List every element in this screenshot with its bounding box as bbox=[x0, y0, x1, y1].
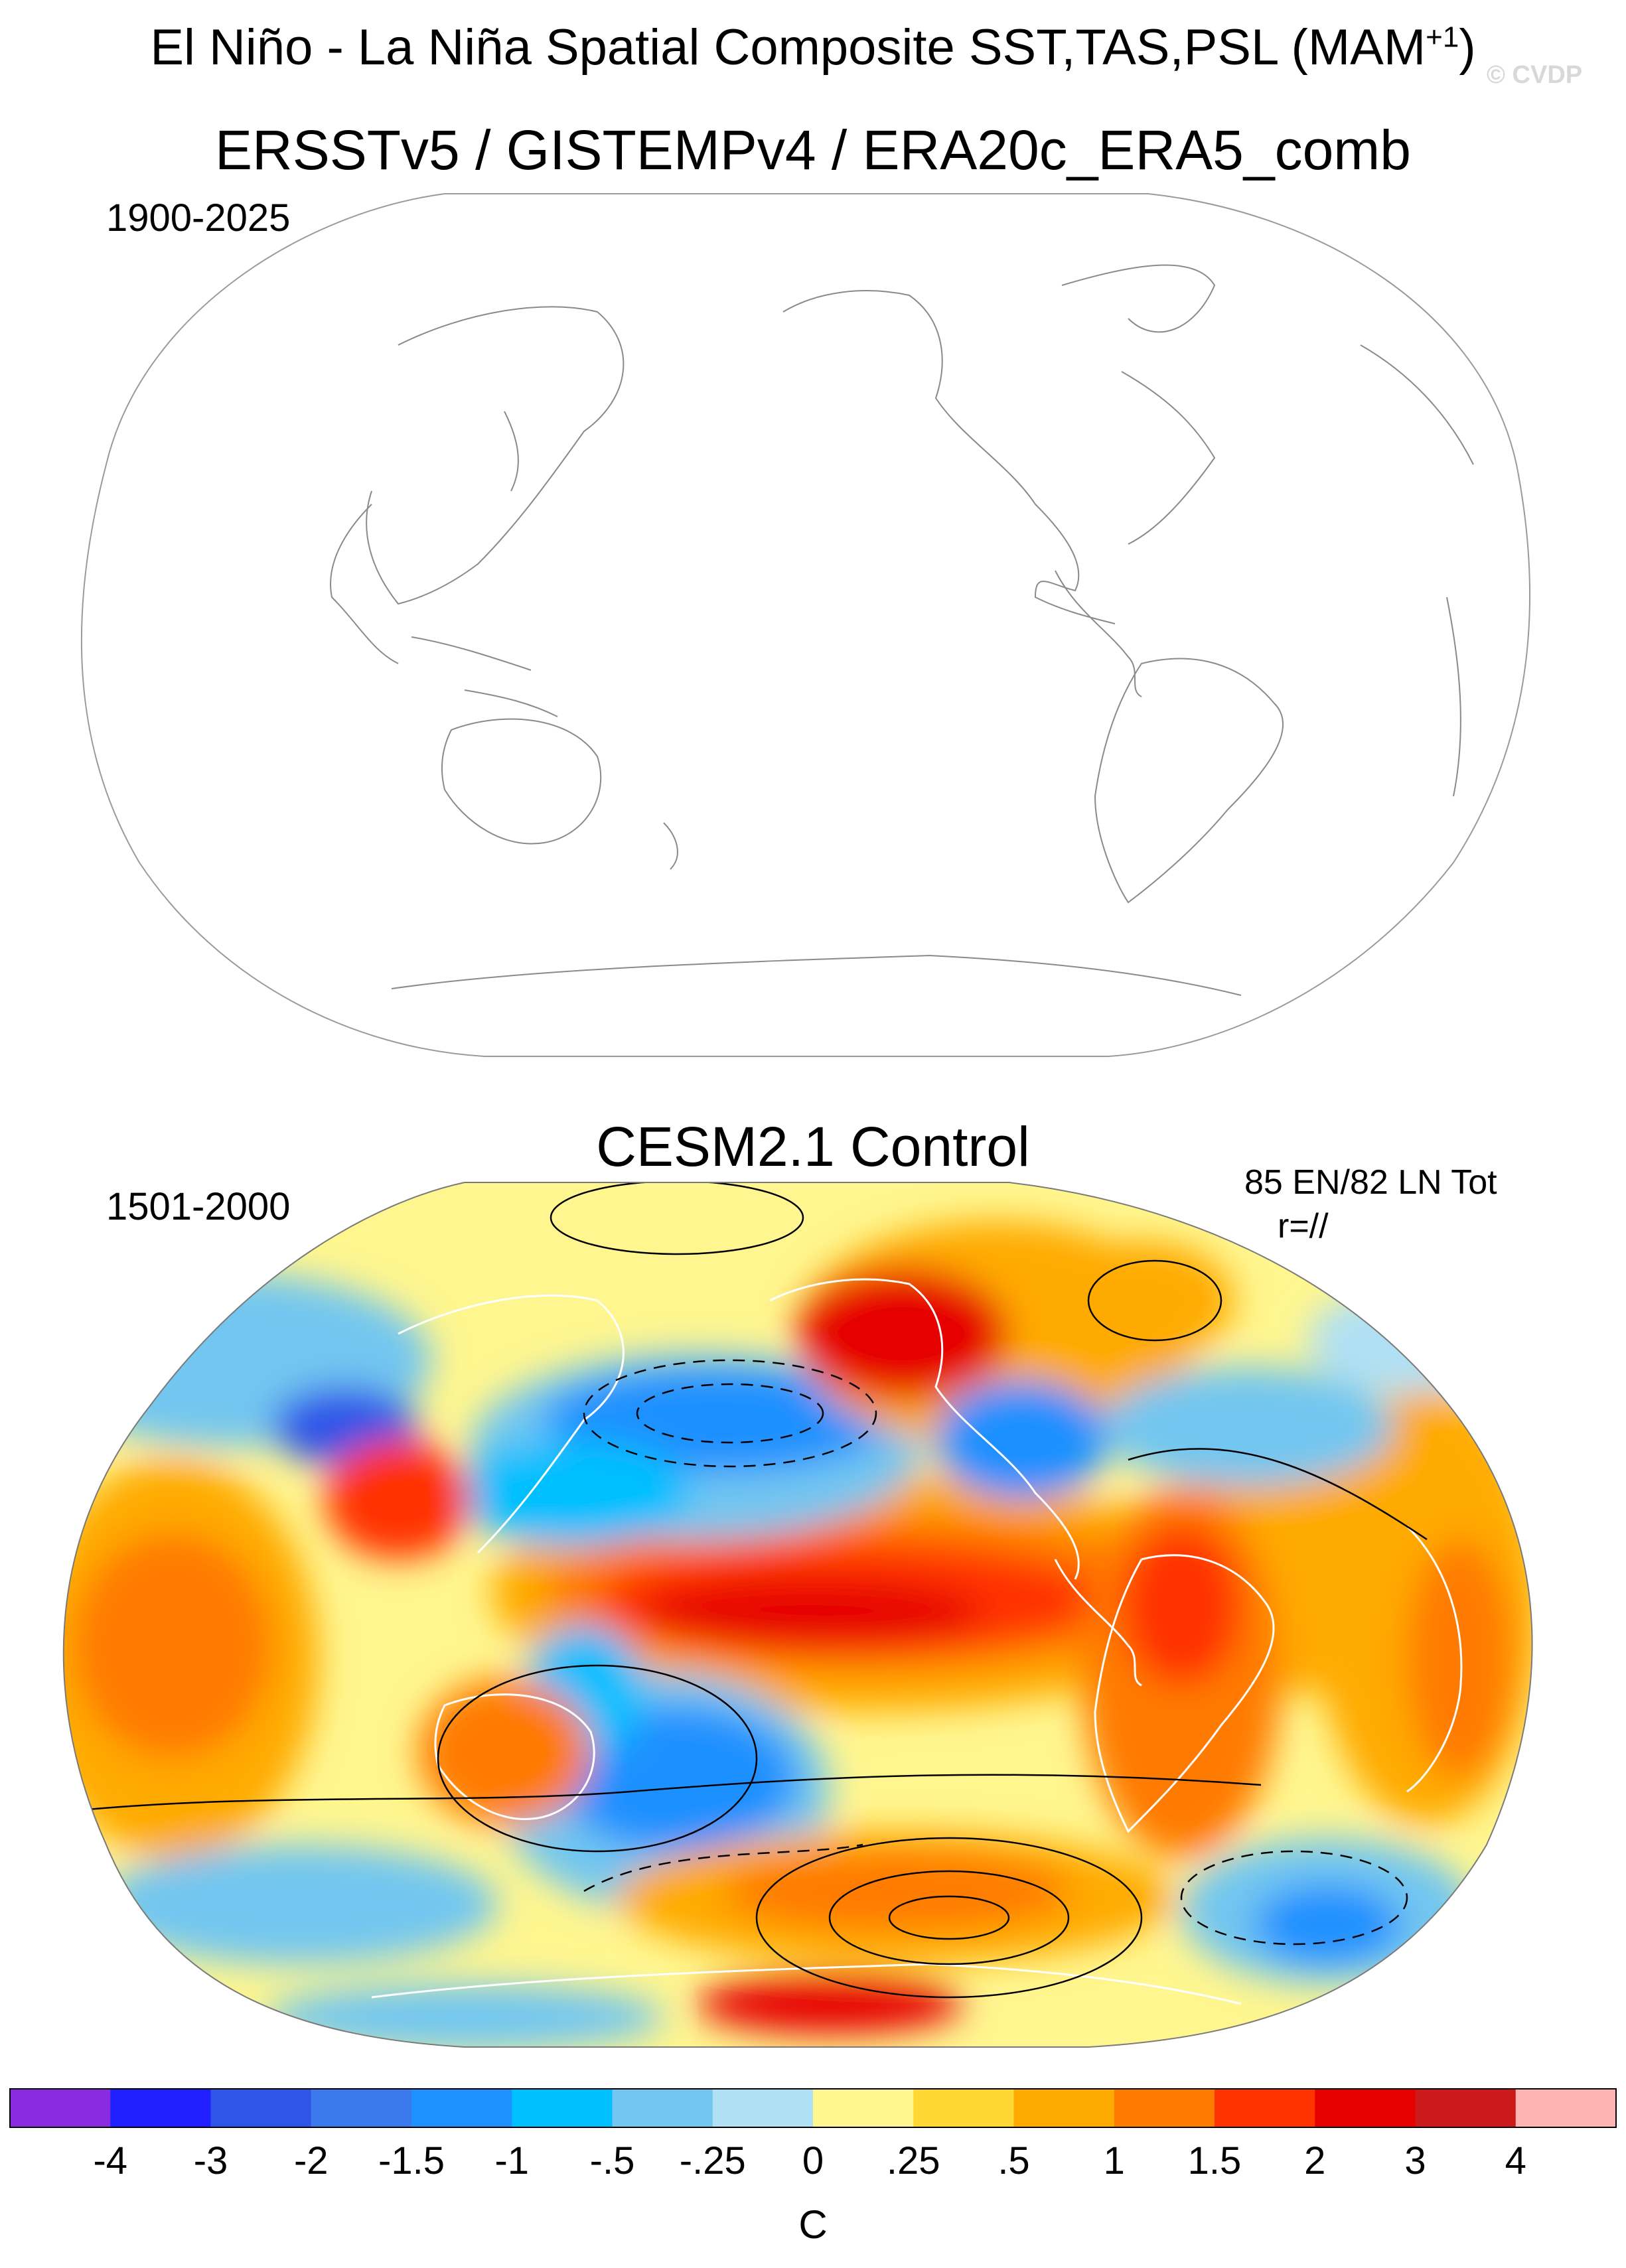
coast-japan bbox=[504, 411, 519, 492]
region-antarctic-cool bbox=[265, 1984, 664, 2047]
colorbar-box bbox=[712, 2089, 814, 2127]
colorbar-box bbox=[210, 2089, 312, 2127]
colorbar-tick-label: -1.5 bbox=[378, 2139, 445, 2182]
contour-pos bbox=[1087, 1259, 1222, 1342]
event-count: 85 EN/82 LN Tot bbox=[1244, 1163, 1497, 1202]
colorbar-box bbox=[1515, 2089, 1617, 2127]
coast-europe-edge bbox=[1360, 344, 1474, 465]
coast-eastern-na bbox=[1121, 371, 1216, 545]
coast-maritime bbox=[411, 636, 558, 717]
contour-neg-dashed bbox=[583, 1843, 863, 1892]
contour-pos bbox=[437, 1664, 758, 1853]
panel-top-period: 1900-2025 bbox=[106, 196, 291, 240]
coast-greenland bbox=[1061, 264, 1216, 333]
region-africa-warm-inner bbox=[1407, 1539, 1513, 1778]
region-n-pacific-cold bbox=[544, 1367, 889, 1473]
contour-neg-dashed bbox=[583, 1359, 877, 1468]
region-se-asia-warm bbox=[325, 1440, 471, 1559]
colorbar-unit: C bbox=[798, 2202, 828, 2247]
pattern-correlation: r=// bbox=[1278, 1207, 1329, 1245]
colorbar-tick-label: 3 bbox=[1404, 2139, 1426, 2182]
coast-asia bbox=[366, 306, 625, 605]
colorbar-tick-label: 4 bbox=[1505, 2139, 1526, 2182]
colorbar-box bbox=[612, 2089, 713, 2127]
contour-pos bbox=[66, 1774, 1262, 1813]
contour-pos bbox=[755, 1837, 1143, 1999]
colorbar-tick-label: -4 bbox=[93, 2139, 127, 2182]
region-amazon-hot bbox=[1122, 1526, 1241, 1685]
map-bottom bbox=[62, 1182, 1533, 2048]
map-bottom-psl-contours bbox=[66, 1182, 1428, 1999]
colorbar-tick-labels: -4 -3 -2 -1.5 -1 -.5 -.25 0 .25 .5 1 1.5 2 3 4 bbox=[93, 2139, 1526, 2182]
colorbar-box bbox=[10, 2089, 111, 2127]
region-pacific-warm-core bbox=[637, 1579, 982, 1646]
map-bottom-outline bbox=[62, 1182, 1533, 2048]
colorbar-tick-label: 1.5 bbox=[1188, 2139, 1242, 2182]
coast-australia bbox=[441, 718, 602, 845]
region-n-atlantic-cool bbox=[1102, 1367, 1394, 1486]
colorbar-box bbox=[311, 2089, 412, 2127]
map-top bbox=[80, 193, 1531, 1057]
colorbar-box bbox=[1215, 2089, 1315, 2127]
figure-title: El Niño - La Niña Spatial Composite SST,… bbox=[150, 19, 1476, 76]
colorbar-box bbox=[913, 2089, 1014, 2127]
colorbar-boxes bbox=[9, 2088, 1617, 2128]
contour-pos bbox=[828, 1870, 1070, 1965]
colorbar-box bbox=[110, 2089, 211, 2127]
coast-se-asia bbox=[330, 504, 399, 664]
coast-south-america bbox=[1094, 658, 1284, 904]
colorbar-box bbox=[512, 2089, 613, 2127]
panel-bottom-title: CESM2.1 Control bbox=[596, 1115, 1030, 1178]
panel-bottom-period: 1501-2000 bbox=[106, 1185, 291, 1228]
colorbar-tick-label: -.25 bbox=[680, 2139, 746, 2182]
colorbar-box bbox=[813, 2089, 914, 2127]
colorbar-tick-label: -3 bbox=[194, 2139, 228, 2182]
colorbar-tick-label: 0 bbox=[802, 2139, 824, 2182]
colorbar-box bbox=[1114, 2089, 1215, 2127]
contour-pos bbox=[550, 1182, 804, 1255]
region-ne-canada-warm bbox=[1049, 1241, 1234, 1360]
region-australia-warm bbox=[418, 1679, 591, 1825]
region-indian-warm-inner bbox=[73, 1533, 272, 1758]
contour-pos bbox=[888, 1895, 1010, 1940]
colorbar-tick-label: -2 bbox=[294, 2139, 329, 2182]
colorbar-tick-label: 2 bbox=[1304, 2139, 1325, 2182]
colorbar-frame bbox=[9, 2088, 1617, 2128]
contour-neg-dashed bbox=[636, 1383, 824, 1444]
coast-new-zealand bbox=[663, 822, 678, 870]
region-s-atlantic-cold bbox=[1254, 1884, 1400, 1964]
colorbar-box bbox=[1415, 2089, 1516, 2127]
region-w-pacific-cold bbox=[451, 1440, 690, 1546]
map-top-outline bbox=[80, 193, 1531, 1057]
region-alaska-hot bbox=[796, 1267, 1009, 1400]
coast-north-america bbox=[782, 290, 1116, 624]
colorbar-box bbox=[1013, 2089, 1115, 2127]
colorbar-tick-label: 1 bbox=[1104, 2139, 1125, 2182]
colorbar-tick-label: .5 bbox=[998, 2139, 1029, 2182]
colorbar-tick-label: -.5 bbox=[590, 2139, 635, 2182]
region-europe-cool bbox=[1307, 1287, 1507, 1393]
colorbar-box bbox=[1315, 2089, 1416, 2127]
panel-top-title: ERSSTv5 / GISTEMPv4 / ERA20c_ERA5_comb bbox=[215, 119, 1411, 181]
region-s-indian-cool bbox=[100, 1845, 498, 1964]
coast-africa-edge bbox=[1446, 597, 1461, 797]
contour-neg-dashed bbox=[1180, 1850, 1408, 1946]
region-amundsen-hot bbox=[697, 1974, 962, 2034]
coast-central-america bbox=[1055, 570, 1142, 697]
watermark: © CVDP bbox=[1487, 61, 1583, 89]
region-s-pacific-warm-core bbox=[723, 1851, 1069, 1931]
colorbar-tick-label: .25 bbox=[887, 2139, 940, 2182]
map-top-coastlines bbox=[330, 264, 1474, 996]
colorbar-box bbox=[411, 2089, 512, 2127]
contour-pos bbox=[1128, 1448, 1428, 1541]
colorbar-tick-label: -1 bbox=[494, 2139, 529, 2182]
region-us-cold bbox=[936, 1380, 1108, 1500]
coast-antarctica bbox=[391, 954, 1242, 996]
